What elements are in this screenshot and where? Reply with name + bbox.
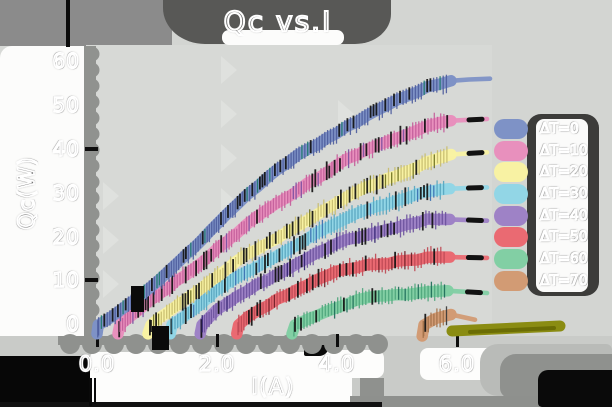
bottom-left-black-block [0, 356, 90, 407]
series-line-ΔT=60 [286, 281, 490, 340]
legend-label: ΔT=40 [539, 207, 588, 224]
legend-swatch [494, 205, 528, 226]
top-black-line-decoration [66, 0, 70, 47]
legend-swatch [494, 270, 528, 291]
series-line-ΔT=50 [231, 246, 490, 340]
left-white-strip [0, 46, 86, 342]
legend-item-0: ΔT=0 [494, 118, 600, 140]
y-tick-label-30: 30 [52, 180, 80, 206]
y-axis-label: Qc(W) [14, 155, 41, 230]
legend-swatch [494, 118, 528, 139]
x-axis-label: I(A) [251, 374, 295, 401]
legend-item-5: ΔT=50 [494, 226, 600, 248]
series-line-ΔT=40 [194, 210, 490, 340]
legend-swatch [494, 248, 528, 269]
y-tick-label-50: 50 [52, 92, 80, 118]
legend-swatch [494, 183, 528, 204]
series-line-ΔT=70 [416, 306, 478, 342]
legend-item-7: ΔT=70 [494, 270, 600, 292]
legend-item-6: ΔT=60 [494, 248, 600, 270]
y-tick-label-10: 10 [52, 267, 80, 293]
legend-item-3: ΔT=30 [494, 183, 600, 205]
legend-item-2: ΔT=20 [494, 161, 600, 183]
legend: ΔT=0 ΔT=10 ΔT=20 ΔT=30 ΔT=40 ΔT=50 ΔT=60 ΔT=70 [494, 118, 600, 292]
background-top-left-band [0, 0, 172, 46]
legend-swatch [494, 140, 528, 161]
bottom-right-black-corner [538, 370, 612, 407]
y-tick-label-40: 40 [52, 136, 80, 162]
series-line-ΔT=0 [91, 74, 493, 340]
legend-item-1: ΔT=10 [494, 140, 600, 162]
legend-label: ΔT=60 [539, 250, 588, 267]
x-tick-label-6: 6.0 [438, 351, 476, 377]
y-tick-label-0: 0 [65, 311, 80, 337]
y-tick-label-20: 20 [52, 224, 80, 250]
legend-label: ΔT=30 [539, 185, 588, 202]
legend-white-strip [536, 119, 588, 292]
legend-label: ΔT=50 [539, 229, 588, 246]
legend-item-4: ΔT=40 [494, 205, 600, 227]
x-tick-label-2: 2.0 [198, 351, 236, 377]
x-tick-label-4: 4.0 [318, 351, 356, 377]
x-tick-pill-4 [322, 350, 384, 378]
series-line-ΔT=30 [164, 180, 490, 340]
bottom-black-edge-line [0, 402, 382, 407]
legend-label: ΔT=20 [539, 164, 588, 181]
x-tick-label-0: 0.0 [78, 351, 116, 377]
legend-label: ΔT=0 [539, 120, 579, 137]
series-line-ΔT=10 [112, 112, 490, 340]
y-tick-label-60: 60 [52, 48, 80, 74]
chart-title: Qc vs.I [223, 4, 333, 39]
legend-swatch [494, 162, 528, 183]
bottom-gray-bar [350, 396, 540, 407]
legend-label: ΔT=70 [539, 272, 588, 289]
legend-label: ΔT=10 [539, 142, 588, 159]
bottom-white-region [90, 352, 352, 407]
series-line-ΔT=20 [142, 146, 490, 340]
legend-swatch [494, 227, 528, 248]
title-underline-blob [222, 30, 344, 45]
